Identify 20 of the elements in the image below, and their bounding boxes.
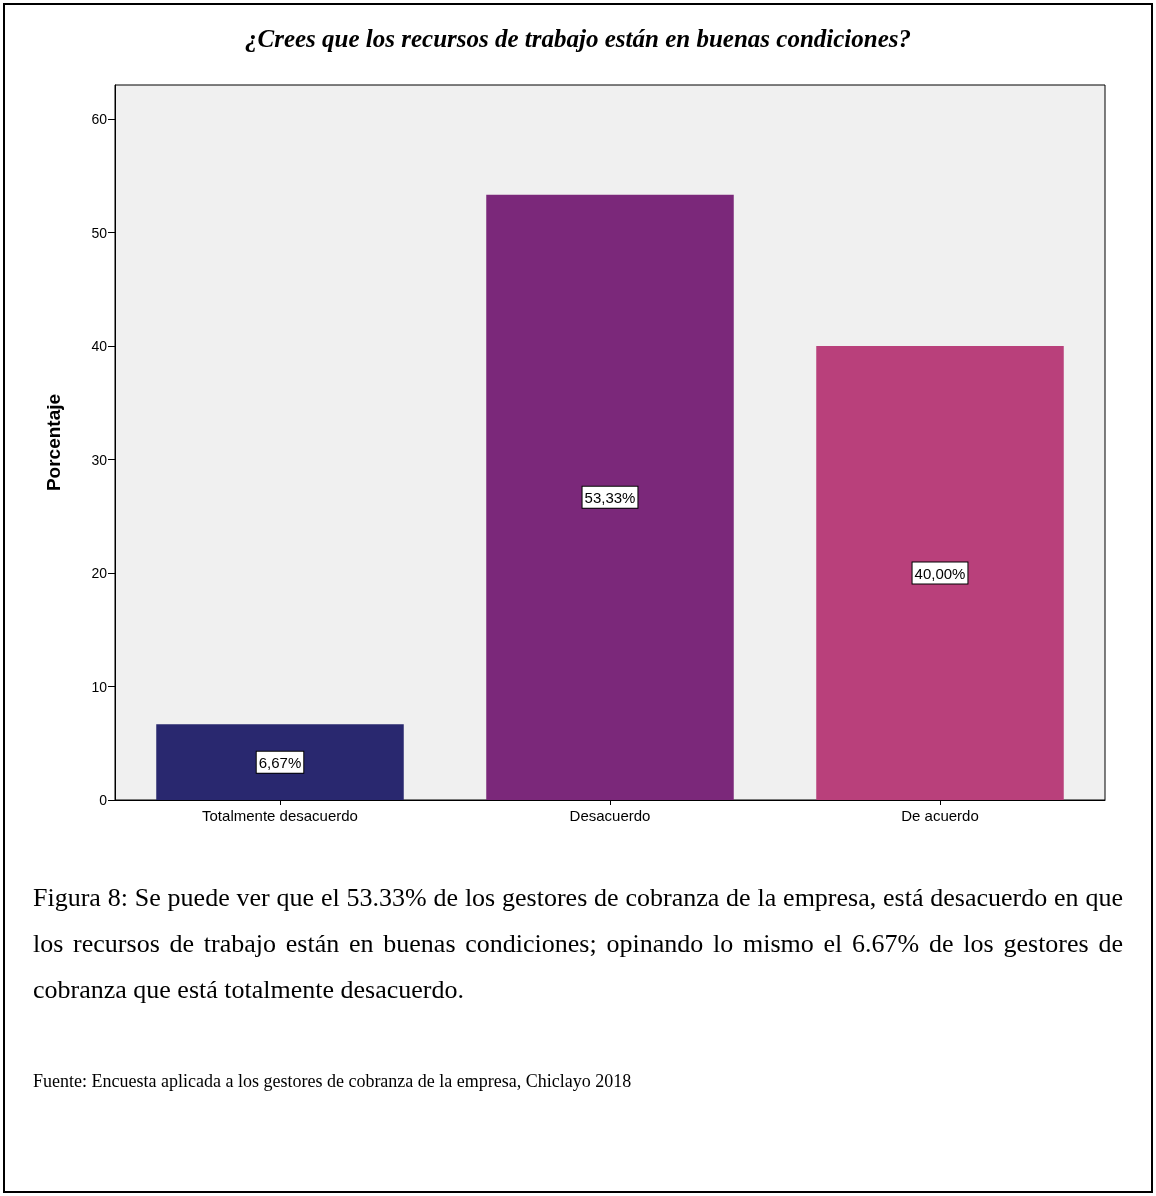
data-label: 40,00%	[914, 564, 966, 582]
y-tick-label: 30	[91, 451, 108, 468]
x-tick-label: De acuerdo	[901, 807, 979, 824]
y-axis-title: Porcentaje	[43, 393, 64, 492]
y-tick-label: 60	[91, 111, 108, 128]
y-tick-label: 10	[91, 678, 108, 695]
y-tick-label: 20	[91, 565, 108, 582]
bar	[156, 724, 404, 800]
x-tick-label: Desacuerdo	[569, 807, 651, 824]
bar	[486, 194, 734, 800]
bar	[816, 346, 1064, 800]
y-tick-label: 0	[99, 792, 108, 808]
text: Figura 8: Se puede ver que el 53.33% de los gestores de cobranza de la empresa, está desacuerdo en que los recursos de trabajo están en buenas condiciones; opinando lo mismo el 6.67% de los gestores de cobranza que está totalmente desacuerdo.	[33, 882, 1123, 1006]
data-label: 6,67%	[258, 753, 302, 771]
y-tick-label: 50	[91, 224, 108, 241]
y-tick-label: 40	[91, 338, 108, 355]
data-label: 53,33%	[584, 488, 636, 506]
chart-title: ¿Crees que los recursos de trabajo están en buenas condiciones?	[244, 25, 912, 52]
x-tick-label: Totalmente desacuerdo	[202, 807, 358, 824]
source-note: Fuente: Encuesta aplicada a los gestores de cobranza de la empresa, Chiclayo 2018	[33, 1071, 633, 1092]
